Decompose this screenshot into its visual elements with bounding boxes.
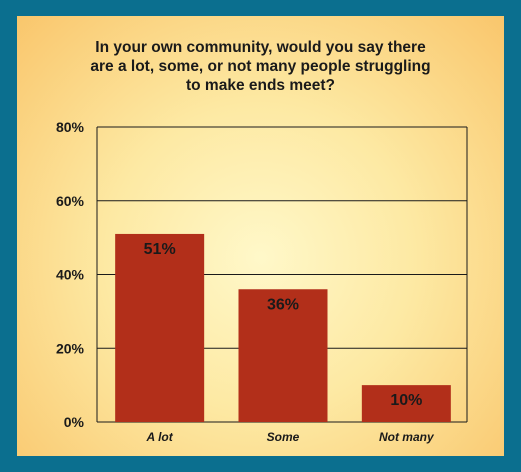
x-tick-label: Not many <box>379 430 435 444</box>
chart-title-line-2: are a lot, some, or not many people stru… <box>90 58 431 75</box>
data-label: 36% <box>267 296 299 313</box>
y-tick-label: 0% <box>64 414 85 430</box>
bar-some <box>238 289 328 422</box>
bar-a-lot <box>115 233 205 422</box>
data-label: 51% <box>144 241 176 258</box>
chart-title-line-3: to make ends meet? <box>185 77 336 94</box>
chart-title: In your own community, would you say the… <box>17 38 504 95</box>
chart-title-line-1: In your own community, would you say the… <box>95 39 426 56</box>
data-label: 10% <box>390 392 422 409</box>
bar-not-many <box>361 385 451 422</box>
x-tick-label: A lot <box>146 430 174 444</box>
y-tick-label: 40% <box>56 267 85 283</box>
x-tick-label: Some <box>267 430 300 444</box>
y-tick-label: 60% <box>56 193 85 209</box>
y-tick-label: 80% <box>56 119 85 135</box>
y-tick-label: 20% <box>56 340 85 356</box>
